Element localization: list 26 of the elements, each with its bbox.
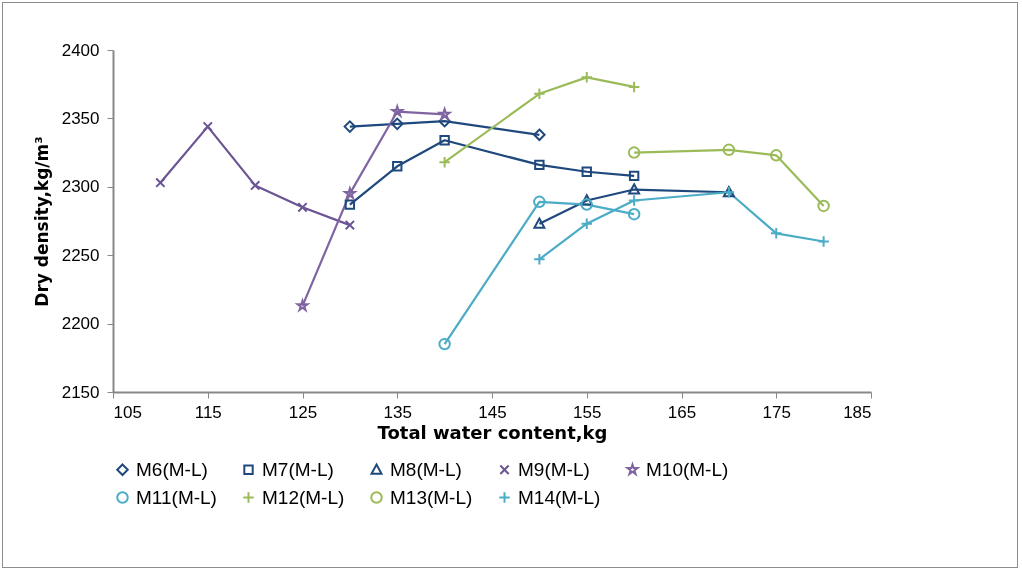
y-axis-title: Dry density,kg/m³ bbox=[31, 136, 52, 307]
x-tick-label: 185 bbox=[843, 402, 872, 422]
x-tick-label: 135 bbox=[383, 402, 412, 422]
y-tick-label: 2150 bbox=[61, 382, 100, 402]
legend-label: M8(M-L) bbox=[390, 458, 462, 480]
x-tick-label: 155 bbox=[573, 402, 602, 422]
y-tick-label: 2200 bbox=[61, 314, 100, 334]
x-tick-label: 165 bbox=[667, 402, 697, 422]
legend-label: M11(M-L) bbox=[136, 486, 217, 508]
legend-label: M14(M-L) bbox=[518, 486, 601, 508]
y-tick-label: 2350 bbox=[61, 108, 100, 128]
y-tick-label: 2300 bbox=[61, 177, 100, 197]
legend-label: M10(M-L) bbox=[646, 458, 729, 480]
y-tick-label: 2250 bbox=[61, 245, 100, 265]
legend-label: M13(M-L) bbox=[390, 486, 473, 508]
x-tick-label: 145 bbox=[478, 402, 507, 422]
x-tick-label: 175 bbox=[762, 402, 791, 422]
legend-label: M9(M-L) bbox=[518, 458, 590, 480]
legend-label: M7(M-L) bbox=[262, 458, 334, 480]
x-tick-label: 105 bbox=[113, 402, 142, 422]
x-axis-title: Total water content,kg bbox=[377, 421, 608, 443]
legend-label: M12(M-L) bbox=[262, 486, 345, 508]
y-tick-label: 2400 bbox=[61, 40, 100, 60]
legend-label: M6(M-L) bbox=[136, 458, 208, 480]
x-tick-label: 115 bbox=[194, 402, 222, 422]
x-tick-label: 125 bbox=[288, 402, 318, 422]
